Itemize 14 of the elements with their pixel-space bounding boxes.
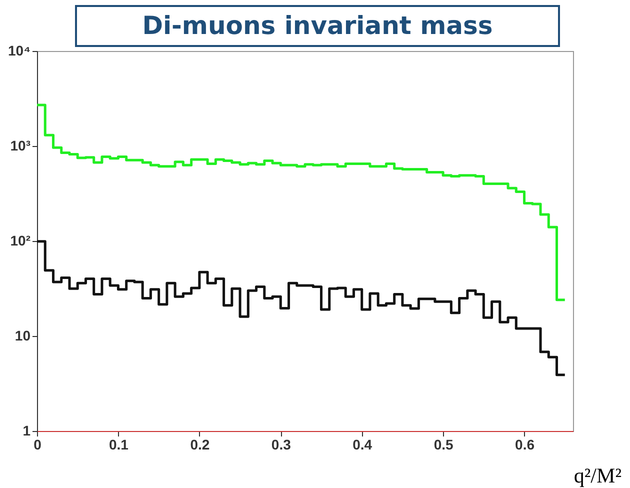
x-tick-label: 0.1 [108, 436, 129, 452]
y-tick-label: 1 [22, 422, 31, 438]
x-tick-label: 0 [34, 436, 42, 452]
y-tick-label: 10 [14, 328, 31, 344]
x-tick-label: 0.6 [515, 436, 535, 452]
y-tick-label: 10⁴ [8, 42, 31, 58]
chart-title: Di-muons invariant mass [75, 5, 560, 47]
y-tick-label: 10² [10, 232, 31, 248]
x-tick-label: 0.2 [190, 436, 210, 452]
x-axis-title: q²/M² [574, 464, 622, 488]
y-tick-label: 10³ [10, 138, 31, 154]
x-tick-label: 0.5 [434, 436, 454, 452]
x-tick-label: 0.4 [352, 436, 372, 452]
x-tick-label: 0.3 [271, 436, 292, 452]
